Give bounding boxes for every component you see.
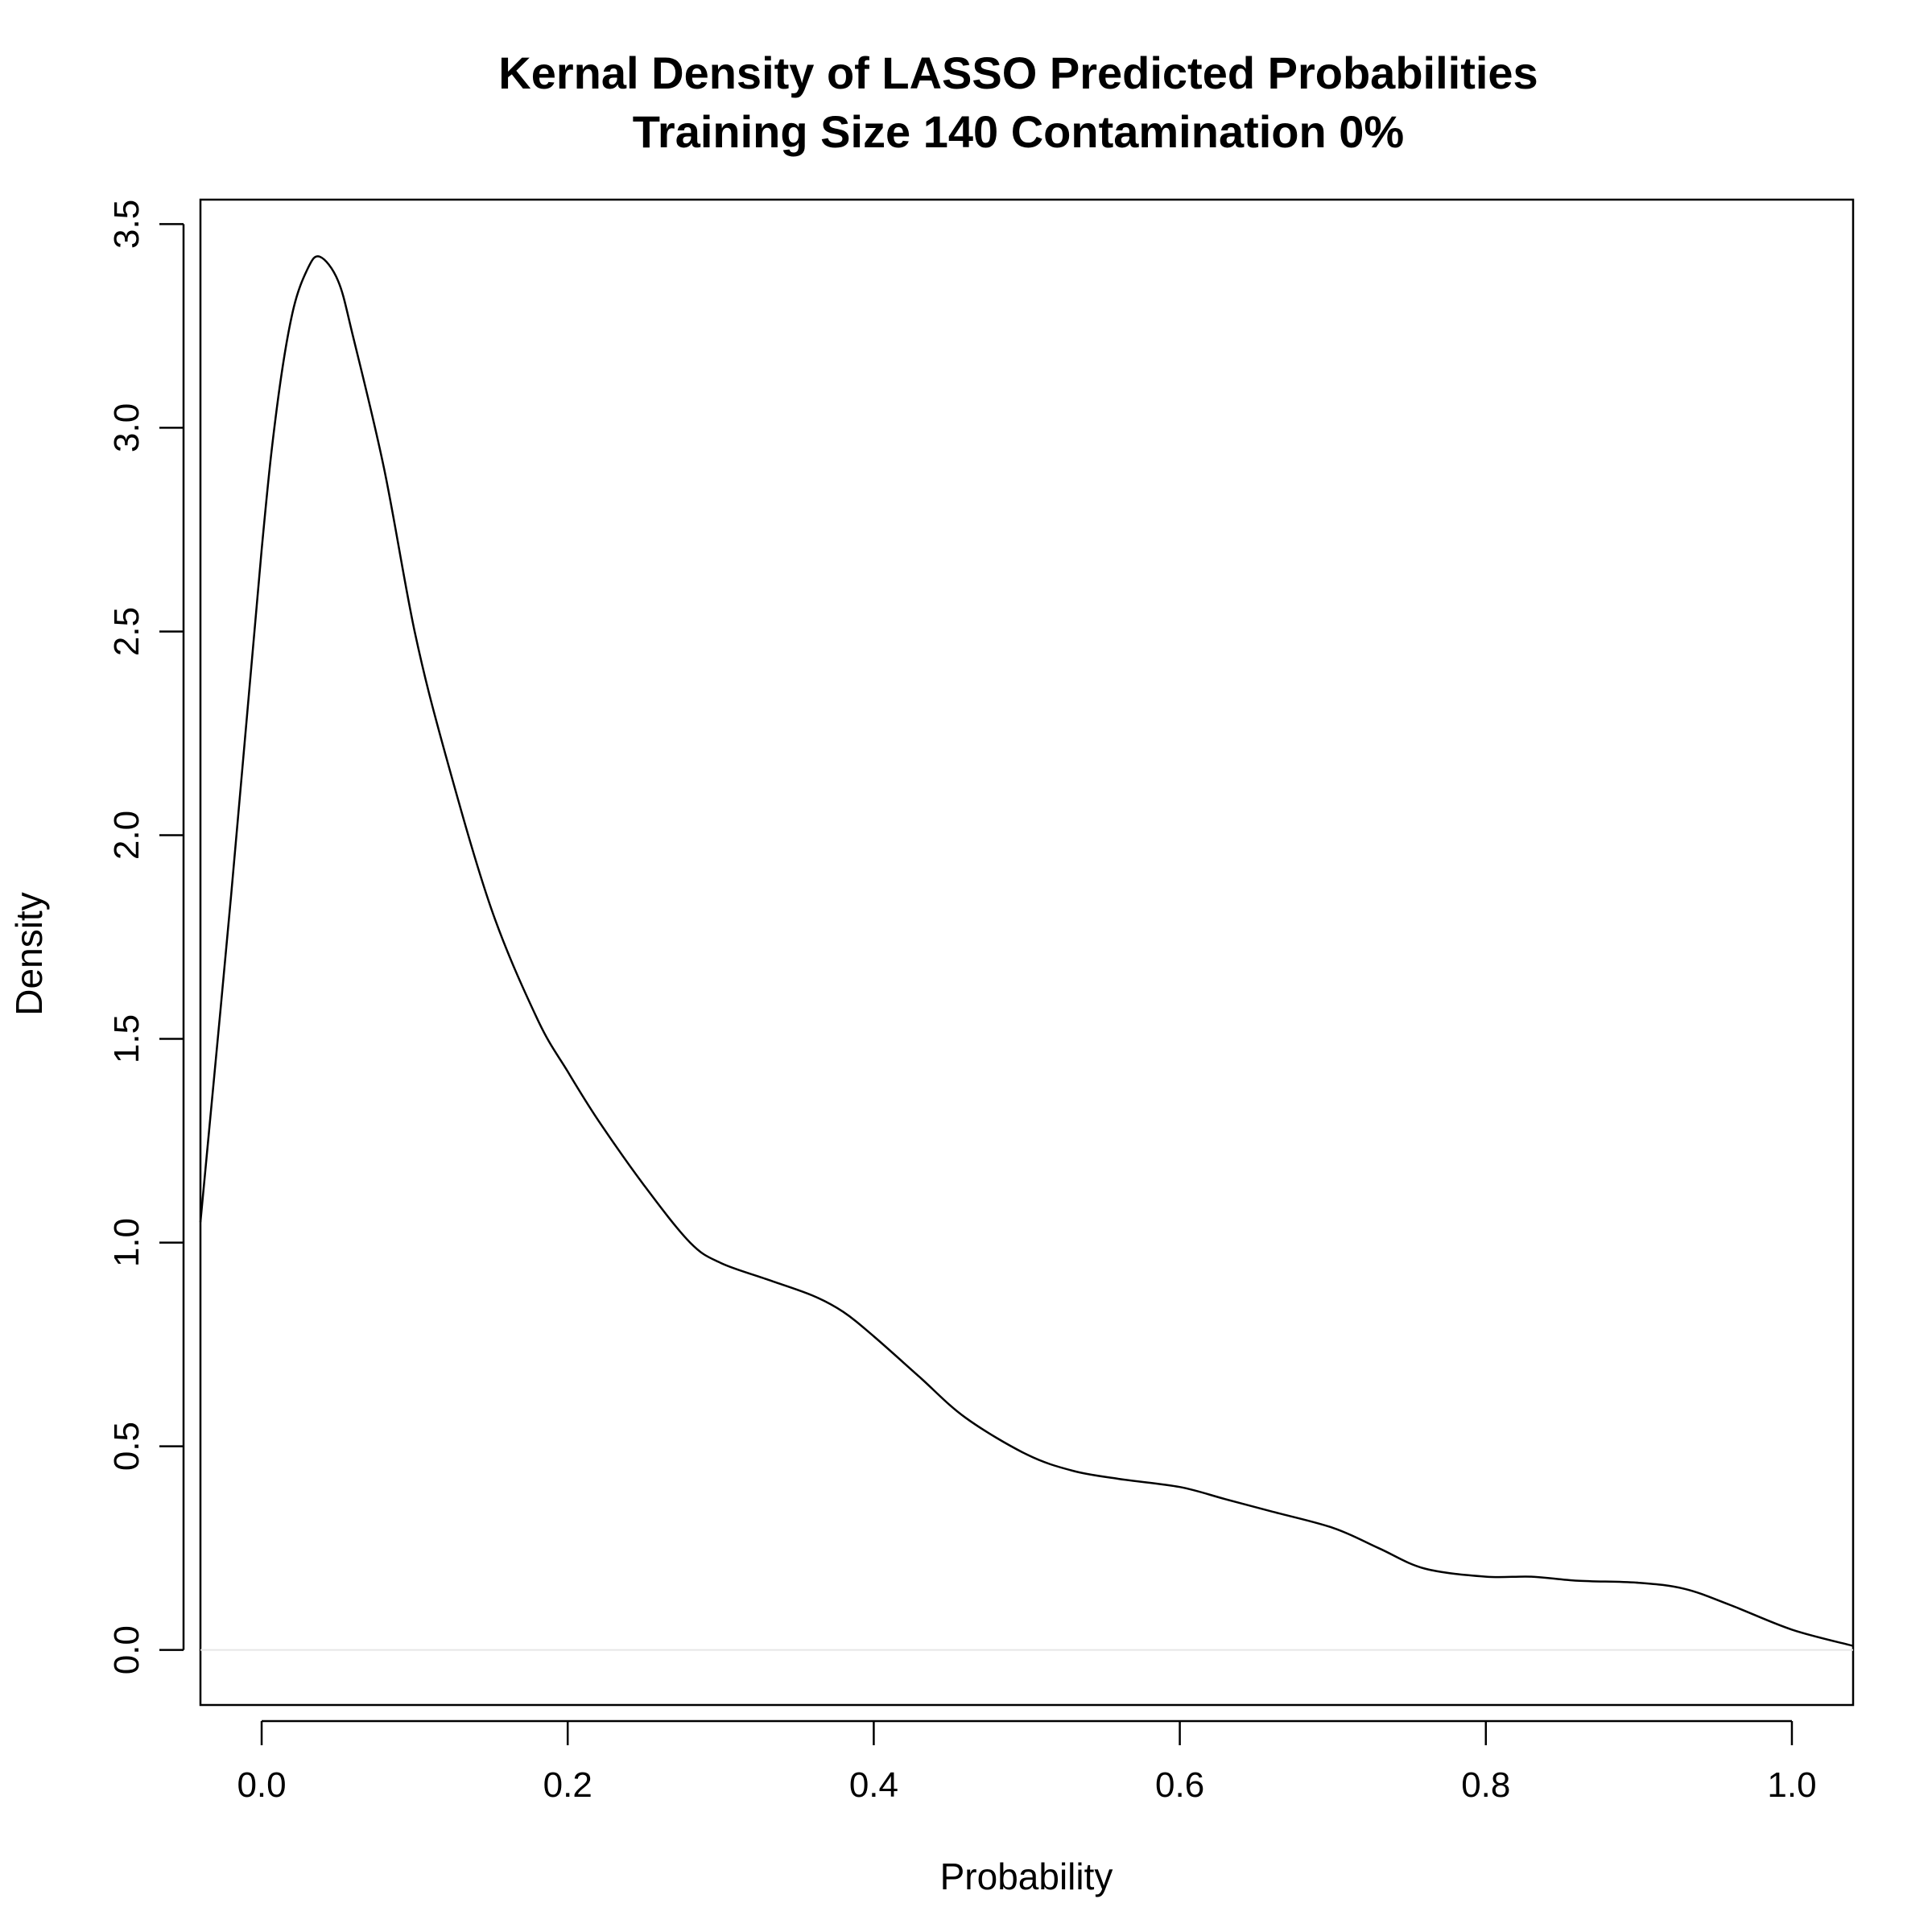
- x-tick-label: 0.2: [543, 1765, 592, 1805]
- y-tick-label: 2.0: [107, 811, 147, 860]
- y-tick-label: 1.5: [107, 1014, 147, 1063]
- y-tick-label: 0.5: [107, 1422, 147, 1471]
- chart-title: Kernal Density of LASSO Predicted Probab…: [498, 47, 1538, 98]
- y-tick-label: 3.5: [107, 200, 147, 249]
- y-tick-label: 1.0: [107, 1218, 147, 1267]
- x-tick-label: 0.0: [237, 1765, 286, 1805]
- y-tick-label: 2.5: [107, 607, 147, 656]
- chart-subtitle: Training Size 140 Contamination 0%: [633, 106, 1404, 157]
- x-tick-label: 0.6: [1155, 1765, 1204, 1805]
- x-tick-label: 0.4: [849, 1765, 898, 1805]
- x-axis-label: Probability: [940, 1856, 1113, 1897]
- y-tick-label: 0.0: [107, 1625, 147, 1674]
- y-axis-label: Density: [8, 892, 50, 1015]
- plot-frame: [199, 198, 1855, 1707]
- x-tick-label: 0.8: [1461, 1765, 1510, 1805]
- y-axis: 0.0 0.5 1.0 1.5 2.0 2.5 3.0 3.5: [107, 200, 185, 1674]
- x-tick-label: 1.0: [1767, 1765, 1816, 1805]
- y-tick-label: 3.0: [107, 403, 147, 452]
- x-axis: 0.0 0.2 0.4 0.6 0.8 1.0: [237, 1719, 1817, 1805]
- density-curve: [199, 255, 1854, 1647]
